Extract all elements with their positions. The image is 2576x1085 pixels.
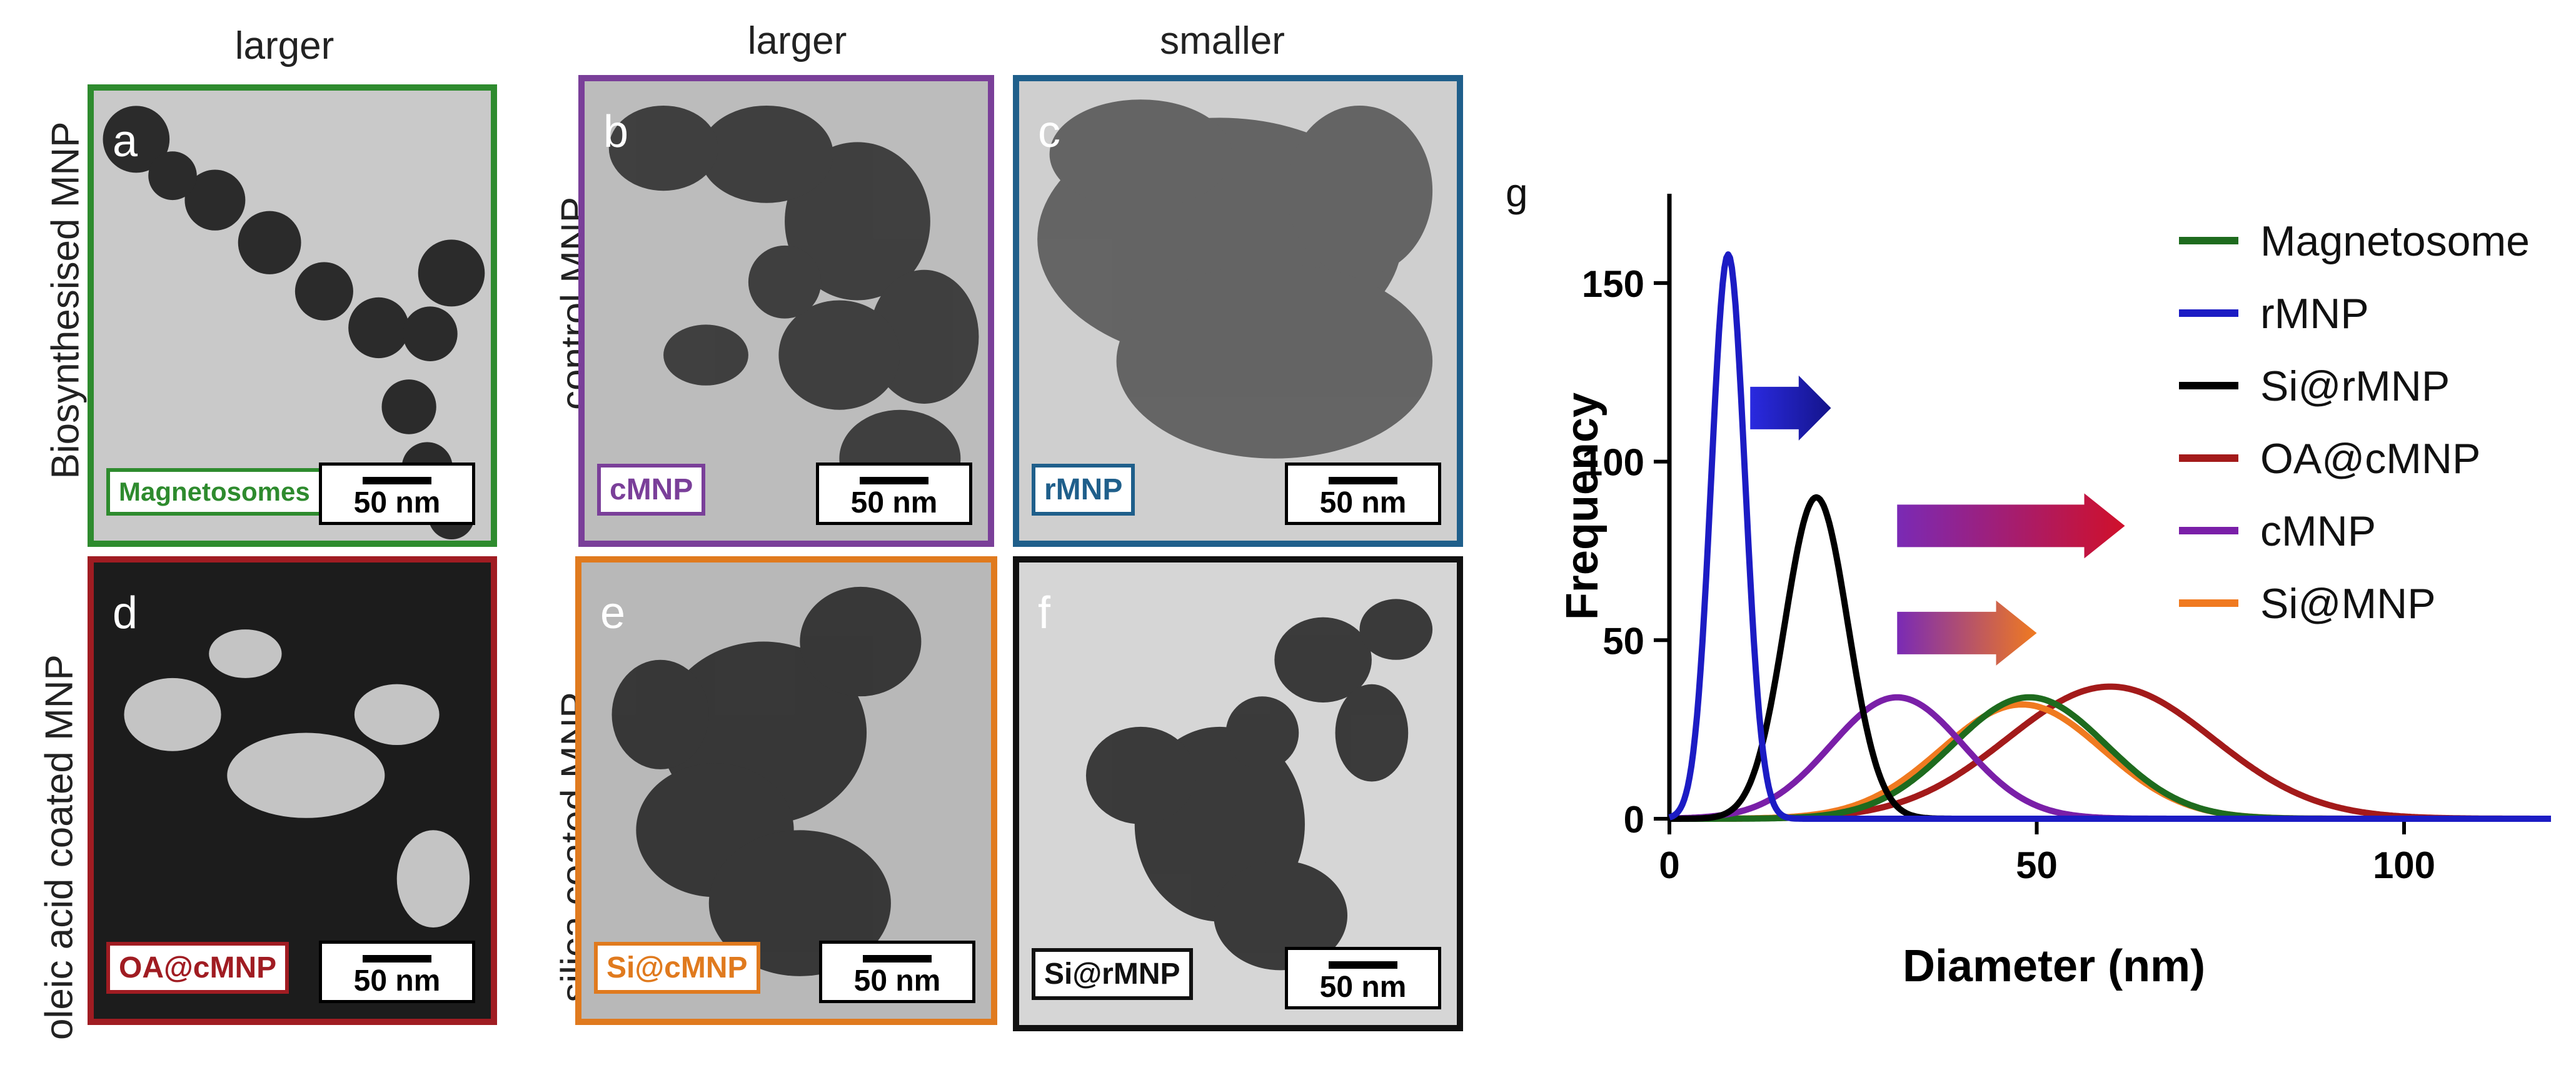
scale-label-f: 50 nm bbox=[1319, 971, 1407, 1004]
column-label-1: larger bbox=[234, 24, 335, 68]
legend-label: Si@MNP bbox=[2260, 580, 2436, 628]
panel-c: c rMNP 50 nm bbox=[1013, 75, 1463, 547]
panel-tag-f: Si@rMNP bbox=[1032, 948, 1193, 1000]
row-label-oleic: oleic acid coated MNP bbox=[38, 654, 81, 1040]
legend-label: Magnetosome bbox=[2260, 218, 2530, 265]
tem-image-a bbox=[94, 91, 491, 541]
legend-label: OA@cMNP bbox=[2260, 435, 2480, 482]
panel-letter-a: a bbox=[113, 116, 138, 166]
scale-bar-a: 50 nm bbox=[319, 462, 475, 525]
panel-tag-b: cMNP bbox=[597, 464, 706, 516]
y-tick-label: 0 bbox=[1624, 799, 1644, 841]
legend-label: rMNP bbox=[2260, 290, 2369, 338]
panel-tag-c: rMNP bbox=[1032, 464, 1135, 516]
x-tick-label: 50 bbox=[2016, 844, 2058, 886]
panel-tag-e: Si@cMNP bbox=[594, 942, 760, 994]
scale-label-c: 50 nm bbox=[1319, 486, 1407, 519]
panel-a: a Magnetosomes 50 nm bbox=[88, 84, 497, 547]
legend-label: cMNP bbox=[2260, 508, 2376, 555]
panel-tag-d: OA@cMNP bbox=[106, 942, 289, 994]
panel-letter-c: c bbox=[1038, 107, 1060, 157]
panel-tag-a: Magnetosomes bbox=[106, 468, 323, 516]
scale-bar-b: 50 nm bbox=[816, 462, 972, 525]
x-axis-label: Diameter (nm) bbox=[1903, 941, 2205, 991]
panel-letter-e: e bbox=[600, 588, 626, 638]
y-tick-label: 100 bbox=[1582, 442, 1644, 484]
panel-f: f Si@rMNP 50 nm bbox=[1013, 556, 1463, 1031]
panel-letter-d: d bbox=[113, 588, 138, 638]
scale-label-a: 50 nm bbox=[353, 486, 441, 519]
column-label-3: smaller bbox=[1160, 19, 1285, 62]
tem-image-c bbox=[1019, 81, 1457, 541]
diameter-distribution-chart: g 0 50 100 150 0 50 100 Diameter (nm) Frequency Ma… bbox=[1506, 170, 2553, 991]
column-label-2: larger bbox=[747, 19, 847, 62]
series-line-si-mnp bbox=[1668, 701, 2553, 822]
scale-bar-e: 50 nm bbox=[819, 941, 975, 1003]
panel-b: b cMNP 50 nm bbox=[578, 75, 994, 547]
panel-e: e Si@cMNP 50 nm bbox=[575, 556, 997, 1025]
shift-arrow bbox=[1750, 375, 1831, 441]
series-line-si-rmnp bbox=[1668, 494, 2553, 822]
panel-d: d OA@cMNP 50 nm bbox=[88, 556, 497, 1025]
x-tick-label: 100 bbox=[2373, 844, 2435, 886]
y-tick-label: 150 bbox=[1582, 263, 1644, 305]
scale-bar-d: 50 nm bbox=[319, 941, 475, 1003]
scale-label-b: 50 nm bbox=[850, 486, 938, 519]
x-tick-label: 0 bbox=[1659, 844, 1679, 886]
legend-label: Si@rMNP bbox=[2260, 362, 2450, 410]
scale-label-e: 50 nm bbox=[853, 964, 941, 998]
row-label-biosynthesised: Biosynthesised MNP bbox=[44, 121, 88, 479]
scale-bar-c: 50 nm bbox=[1285, 462, 1441, 525]
panel-letter-f: f bbox=[1038, 588, 1051, 638]
shift-arrow bbox=[1897, 600, 2037, 666]
chart-panel-letter: g bbox=[1506, 170, 1528, 215]
y-tick-label: 50 bbox=[1602, 620, 1644, 662]
scale-label-d: 50 nm bbox=[353, 964, 441, 998]
series-line-rmnp bbox=[1668, 251, 2553, 822]
y-axis-label: Frequency bbox=[1557, 392, 1607, 620]
panel-letter-b: b bbox=[603, 107, 629, 157]
scale-bar-f: 50 nm bbox=[1285, 947, 1441, 1009]
shift-arrow bbox=[1897, 493, 2125, 559]
